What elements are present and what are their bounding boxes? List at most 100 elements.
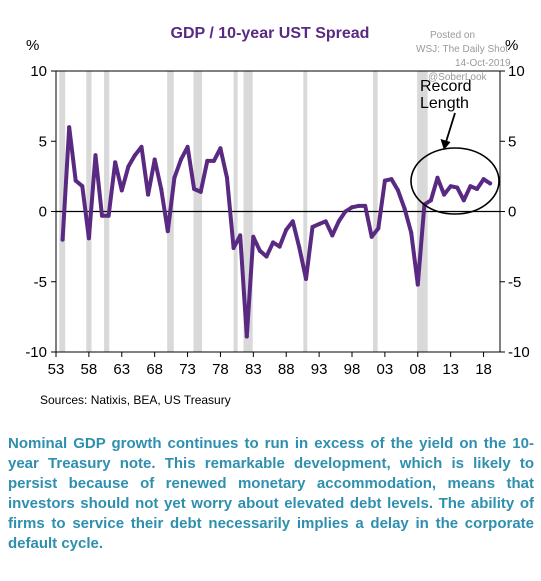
data-point (376, 226, 381, 231)
y-tick-label-right: 0 (508, 204, 516, 221)
data-point (369, 234, 374, 239)
data-point (290, 219, 295, 224)
data-point (474, 187, 479, 192)
data-point (231, 246, 236, 251)
data-point (126, 164, 131, 169)
y-tick-label-right: 5 (508, 133, 516, 150)
data-point (198, 189, 203, 194)
svg-text:14-Oct-2019: 14-Oct-2019 (455, 58, 511, 69)
data-point (461, 198, 466, 203)
data-point (132, 153, 137, 158)
watermark: Posted on WSJ: The Daily Shot 14-Oct-201… (416, 30, 511, 83)
left-unit-label: % (26, 37, 39, 54)
data-point (80, 184, 85, 189)
x-tick-label: 98 (344, 361, 361, 378)
data-point (363, 203, 368, 208)
data-point (415, 282, 420, 287)
data-point (244, 334, 249, 339)
x-tick-label: 73 (179, 361, 196, 378)
data-point (428, 198, 433, 203)
annotation-arrow-head (440, 139, 451, 150)
data-point (323, 219, 328, 224)
data-point (409, 230, 414, 235)
annotation-arrow-shaft (445, 112, 456, 143)
data-point (442, 192, 447, 197)
x-tick-label: 58 (81, 361, 98, 378)
svg-text:@SoberLook: @SoberLook (428, 72, 488, 83)
data-point (488, 181, 493, 186)
data-point (185, 144, 190, 149)
y-axis-right-ticks: 10 5 0 -5 -10 (500, 63, 530, 361)
data-point (218, 146, 223, 151)
data-point (336, 219, 341, 224)
x-tick-label: 63 (113, 361, 130, 378)
data-points (60, 125, 493, 339)
data-point (356, 203, 361, 208)
y-tick-label-right: -10 (508, 344, 530, 361)
data-point (455, 185, 460, 190)
data-point (297, 246, 302, 251)
data-point (225, 175, 230, 180)
data-point (448, 184, 453, 189)
data-point (139, 144, 144, 149)
data-point (100, 213, 105, 218)
spread-series-line (60, 125, 493, 339)
data-point (159, 187, 164, 192)
data-point (382, 178, 387, 183)
data-point (389, 177, 394, 182)
annotation-ellipse (410, 147, 500, 215)
x-tick-label: 18 (475, 361, 492, 378)
data-point (468, 184, 473, 189)
y-tick-label-left: 0 (39, 204, 47, 221)
svg-text:WSJ: The Daily Shot: WSJ: The Daily Shot (416, 44, 508, 55)
x-axis-ticks: 53 58 63 68 73 78 83 88 93 98 03 08 13 18 (48, 352, 492, 378)
record-length-annotation: Record Length (410, 78, 500, 215)
data-point (303, 276, 308, 281)
gdp-ust-spread-chart: 53 58 63 68 73 78 83 88 93 98 03 08 13 18 10 5 0 -5 -10 1… (25, 25, 530, 407)
data-point (211, 158, 216, 163)
x-tick-label: 03 (377, 361, 394, 378)
data-point (192, 187, 197, 192)
data-point (435, 175, 440, 180)
y-tick-label-left: -5 (34, 274, 47, 291)
data-point (343, 209, 348, 214)
data-point (284, 227, 289, 232)
data-point (106, 213, 111, 218)
x-tick-label: 83 (245, 361, 262, 378)
chart-title: GDP / 10-year UST Spread (171, 25, 370, 42)
data-point (146, 192, 151, 197)
data-point (481, 177, 486, 182)
data-point (238, 233, 243, 238)
y-tick-label-right: -5 (508, 274, 521, 291)
data-point (178, 157, 183, 162)
svg-text:Posted on: Posted on (430, 30, 475, 41)
data-point (402, 206, 407, 211)
y-tick-label-left: -10 (25, 344, 47, 361)
y-tick-label-left: 5 (39, 133, 47, 150)
data-point (67, 125, 72, 130)
right-unit-label: % (505, 37, 518, 54)
commentary-caption: Nominal GDP growth continues to run in e… (8, 435, 534, 552)
data-point (277, 244, 282, 249)
data-point (86, 236, 91, 241)
data-point (350, 205, 354, 210)
x-tick-label: 68 (146, 361, 163, 378)
x-tick-label: 88 (278, 361, 295, 378)
data-point (251, 234, 256, 239)
data-point (396, 188, 401, 193)
data-point (152, 157, 157, 162)
x-tick-label: 08 (409, 361, 426, 378)
y-tick-label-left: 10 (30, 63, 47, 80)
annotation-line-2: Length (420, 95, 469, 112)
data-point (165, 229, 170, 234)
annotation-line-1: Record (420, 78, 472, 95)
data-point (310, 224, 315, 229)
data-point (271, 240, 276, 245)
x-tick-label: 78 (212, 361, 229, 378)
data-point (60, 237, 65, 242)
data-point (113, 160, 118, 165)
x-tick-label: 93 (311, 361, 328, 378)
source-note: Sources: Natixis, BEA, US Treasury (40, 393, 231, 407)
y-axis-left-ticks: 10 5 0 -5 -10 (25, 63, 56, 361)
data-point (330, 233, 335, 238)
